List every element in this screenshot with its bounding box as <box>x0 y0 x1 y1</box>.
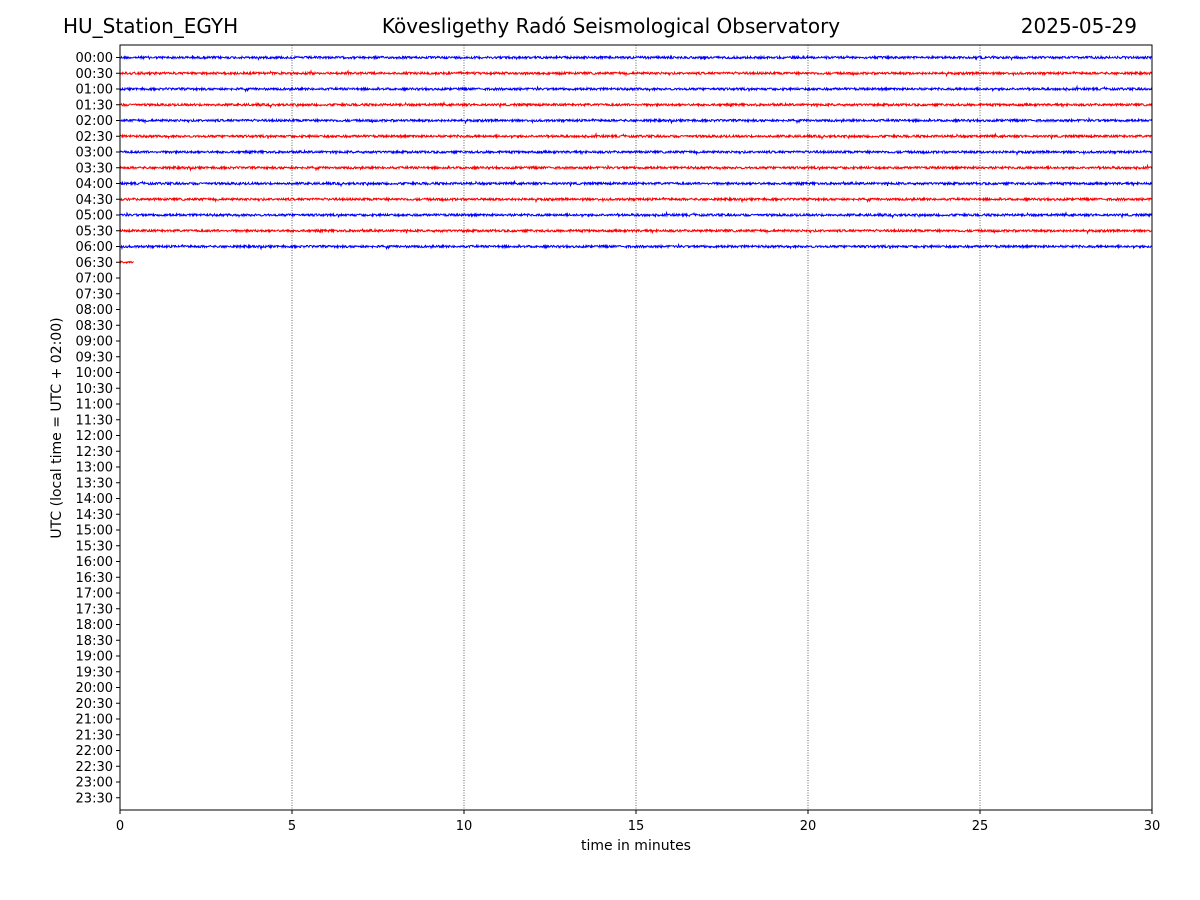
y-tick-label: 17:00 <box>76 587 113 602</box>
trace-0230 <box>119 131 1153 141</box>
date-title: 2025-05-29 <box>1020 14 1137 38</box>
y-tick-label: 04:00 <box>76 177 113 192</box>
y-tick-label: 02:30 <box>76 130 113 145</box>
y-tick-label: 09:30 <box>76 350 113 365</box>
y-tick-label: 10:00 <box>76 366 113 381</box>
y-tick-label: 03:30 <box>76 161 113 176</box>
x-tick-label: 20 <box>800 819 817 834</box>
y-tick-label: 08:30 <box>76 319 113 334</box>
x-tick-label: 10 <box>456 819 473 834</box>
y-tick-label: 21:30 <box>76 728 113 743</box>
y-tick-label: 06:30 <box>76 256 113 271</box>
y-tick-label: 17:30 <box>76 602 113 617</box>
observatory-title: Kövesligethy Radó Seismological Observat… <box>381 14 841 38</box>
y-tick-label: 12:30 <box>76 445 113 460</box>
y-tick-label: 13:00 <box>76 461 113 476</box>
y-tick-label: 14:00 <box>76 492 113 507</box>
trace-0000 <box>119 54 1153 62</box>
station-title: HU_Station_EGYH <box>63 14 239 38</box>
y-tick-label: 11:30 <box>76 413 113 428</box>
y-tick-label: 16:00 <box>76 555 113 570</box>
trace-0200 <box>119 116 1153 125</box>
y-tick-label: 08:00 <box>76 303 113 318</box>
y-tick-label: 09:00 <box>76 335 113 350</box>
y-tick-label: 02:00 <box>76 114 113 129</box>
trace-0530 <box>119 227 1153 235</box>
trace-0330 <box>119 163 1153 172</box>
y-tick-label: 23:30 <box>76 791 113 806</box>
y-tick-label: 22:00 <box>76 744 113 759</box>
y-tick-label: 16:30 <box>76 571 113 586</box>
y-tick-label: 10:30 <box>76 382 113 397</box>
trace-0630 <box>119 260 134 265</box>
y-tick-label: 14:30 <box>76 508 113 523</box>
trace-0600 <box>119 242 1153 251</box>
trace-0130 <box>119 100 1153 109</box>
y-tick-label: 20:30 <box>76 697 113 712</box>
y-tick-label: 22:30 <box>76 760 113 775</box>
y-tick-label: 06:00 <box>76 240 113 255</box>
y-tick-label: 01:00 <box>76 83 113 98</box>
trace-0300 <box>119 148 1153 157</box>
y-tick-label: 11:00 <box>76 398 113 413</box>
y-tick-label: 05:00 <box>76 209 113 224</box>
y-tick-label: 13:30 <box>76 476 113 491</box>
y-tick-label: 03:00 <box>76 146 113 161</box>
y-tick-label: 18:00 <box>76 618 113 633</box>
y-tick-label: 20:00 <box>76 681 113 696</box>
y-tick-label: 07:00 <box>76 272 113 287</box>
trace-0030 <box>119 69 1153 78</box>
y-tick-label: 00:30 <box>76 67 113 82</box>
y-tick-label: 00:00 <box>76 51 113 66</box>
y-tick-label: 15:00 <box>76 524 113 539</box>
trace-0400 <box>119 179 1153 188</box>
trace-0100 <box>119 84 1153 93</box>
y-tick-label: 23:00 <box>76 776 113 791</box>
y-tick-label: 21:00 <box>76 713 113 728</box>
y-tick-label: 07:30 <box>76 287 113 302</box>
y-tick-label: 19:30 <box>76 665 113 680</box>
y-axis-label: UTC (local time = UTC + 02:00) <box>49 317 65 539</box>
y-tick-label: 15:30 <box>76 539 113 554</box>
x-tick-label: 5 <box>288 819 296 834</box>
y-tick-label: 18:30 <box>76 634 113 649</box>
x-tick-label: 25 <box>972 819 989 834</box>
y-tick-label: 04:30 <box>76 193 113 208</box>
trace-0430 <box>119 196 1153 204</box>
x-tick-label: 30 <box>1144 819 1161 834</box>
y-tick-label: 12:00 <box>76 429 113 444</box>
y-tick-label: 05:30 <box>76 224 113 239</box>
x-tick-label: 0 <box>116 819 124 834</box>
y-tick-label: 19:00 <box>76 650 113 665</box>
x-tick-label: 15 <box>628 819 645 834</box>
y-tick-label: 01:30 <box>76 98 113 113</box>
x-axis-label: time in minutes <box>581 838 691 854</box>
trace-0500 <box>119 210 1153 219</box>
